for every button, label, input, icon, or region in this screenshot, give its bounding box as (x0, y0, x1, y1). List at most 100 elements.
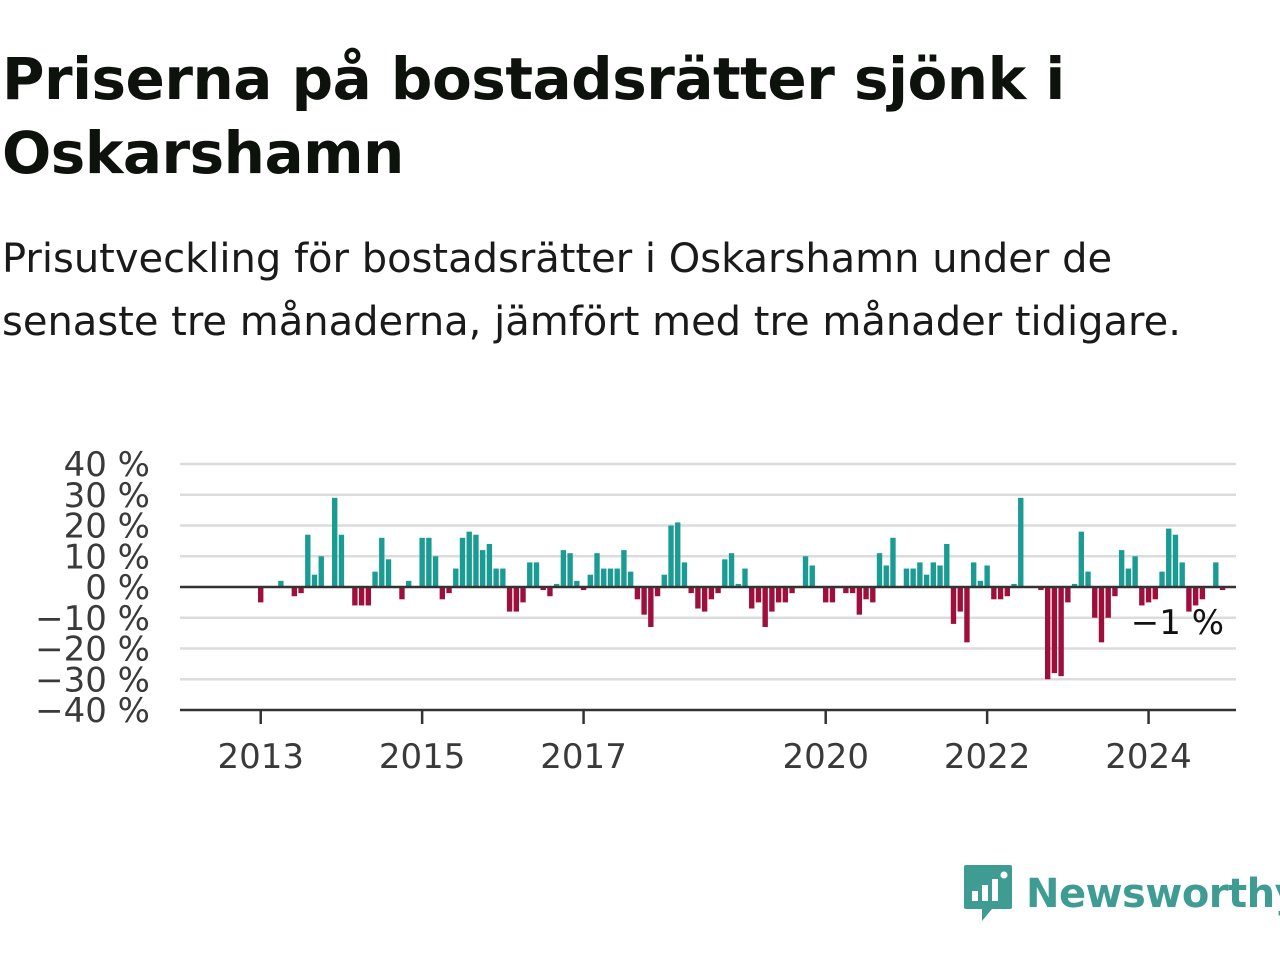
bar (1051, 587, 1058, 674)
x-tick-label: 2020 (782, 737, 869, 777)
bar (459, 537, 466, 587)
bar (1139, 587, 1145, 606)
bar (278, 580, 284, 587)
bar (722, 559, 728, 587)
bar (708, 587, 715, 600)
bar (910, 568, 916, 587)
bar (1199, 587, 1206, 600)
bar (648, 587, 654, 627)
bar (1132, 556, 1138, 587)
bar (553, 583, 560, 587)
bar (587, 574, 593, 587)
bar (634, 587, 641, 600)
bar (506, 587, 513, 612)
bar (318, 556, 324, 587)
bar (1125, 568, 1132, 587)
bar (1145, 587, 1152, 603)
bar (944, 543, 950, 587)
bar (1192, 587, 1199, 606)
bar (937, 565, 943, 587)
bar (668, 525, 674, 587)
y-tick-labels: 40 %30 %20 %10 %0 %−10 %−20 %−30 %−40 % (35, 445, 150, 731)
bar (379, 537, 385, 587)
bar (580, 587, 587, 591)
brand: Newsworthy (962, 862, 1280, 926)
bar (984, 565, 990, 587)
bar (358, 587, 365, 606)
bar (789, 587, 795, 594)
bar (735, 583, 741, 587)
bar (809, 565, 815, 587)
bar (1118, 550, 1125, 587)
bar (1078, 531, 1084, 587)
x-tick-label: 2017 (540, 737, 627, 777)
bar (1085, 571, 1091, 588)
bar (466, 531, 472, 587)
bar (675, 522, 681, 587)
bar (782, 587, 789, 603)
brand-name: Newsworthy (1026, 871, 1280, 917)
x-tick-label: 2024 (1105, 737, 1192, 777)
last-value-label: −1 % (1131, 603, 1224, 643)
bar (432, 556, 439, 587)
bar (540, 587, 546, 591)
bar (688, 587, 694, 594)
bar (365, 587, 372, 606)
bar (1044, 587, 1051, 680)
bar (870, 587, 876, 603)
bar (917, 562, 923, 587)
chart-subtitle: Prisutveckling för bostadsrätter i Oskar… (2, 236, 1181, 345)
bar (1186, 587, 1192, 612)
bar (446, 587, 452, 594)
bar (701, 587, 708, 612)
bar (533, 562, 540, 587)
bar (876, 553, 883, 587)
bar (654, 587, 661, 597)
bar (715, 587, 721, 594)
bar (823, 587, 829, 603)
bar (607, 568, 614, 587)
bar (661, 574, 667, 587)
axes (180, 585, 1236, 724)
bar (890, 537, 896, 587)
bar (520, 587, 526, 603)
bar (352, 587, 358, 606)
bar (1172, 534, 1179, 587)
bar (305, 534, 311, 587)
bar (1152, 587, 1158, 600)
bar (332, 497, 338, 587)
bar (991, 587, 997, 600)
bar (560, 550, 567, 587)
bar (977, 580, 984, 587)
bar (621, 550, 627, 587)
bar (479, 550, 486, 587)
bar (964, 587, 970, 643)
bar (426, 537, 432, 587)
bar (338, 534, 345, 587)
bar (775, 587, 782, 603)
y-tick-label: 20 % (64, 507, 150, 547)
bar (1092, 587, 1098, 618)
bar (372, 571, 378, 588)
bar (829, 587, 836, 603)
bar (574, 580, 580, 587)
bar (486, 543, 493, 587)
bar (594, 553, 600, 587)
bar (742, 568, 748, 587)
bar (997, 587, 1004, 600)
bar (513, 587, 519, 612)
bar (641, 587, 647, 615)
bar (923, 574, 930, 587)
bar (863, 587, 869, 600)
grid-lines (180, 462, 1236, 681)
bar (1219, 587, 1226, 591)
bar (849, 587, 856, 594)
bar (802, 556, 809, 587)
bar (970, 562, 977, 587)
y-tick-label: −10 % (35, 599, 150, 639)
bar (385, 559, 392, 587)
y-tick-label: 40 % (64, 445, 150, 485)
bar (473, 534, 479, 587)
bar (258, 587, 264, 603)
bar (1213, 562, 1219, 587)
